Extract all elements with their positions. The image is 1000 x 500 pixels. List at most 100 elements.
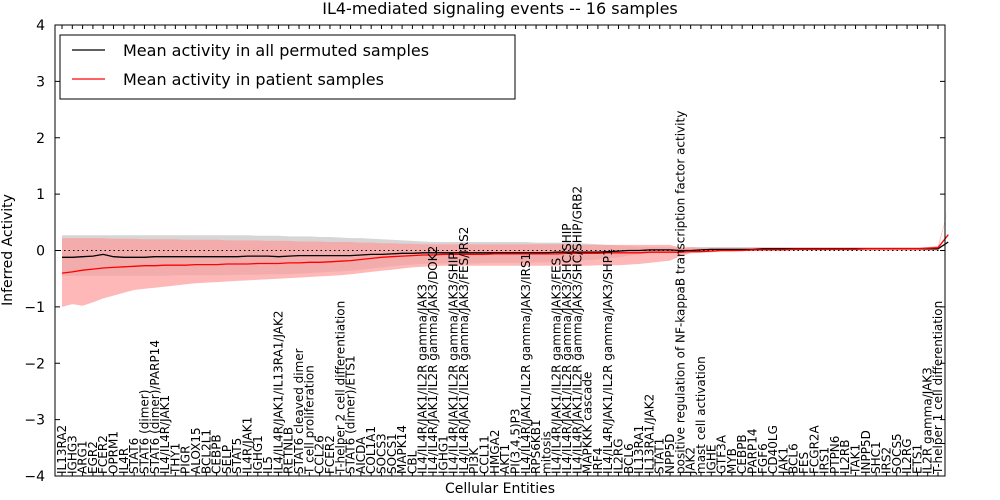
x-tick-label: mast cell activation	[694, 356, 708, 474]
y-axis-ticks: −4 −3 −2 −1 0 1 2 3 4	[24, 18, 945, 485]
x-tick-label: PARP14	[746, 428, 760, 474]
x-tick-label: BCL6	[787, 443, 801, 474]
x-tick-label: OPRM1	[107, 431, 121, 474]
series-line-1	[61, 234, 949, 274]
x-tick-label: PI3K	[467, 447, 481, 474]
x-tick-label: RPS6KB1	[529, 419, 543, 474]
x-tick-label: HMGA2	[488, 429, 502, 474]
x-tick-label: IL4/IL4R/JAK1/IL2R gamma/JAK3/SHC/SHIP/G…	[570, 186, 584, 474]
y-tick-label: 0	[36, 244, 45, 260]
x-tick-label: mitosis	[539, 431, 553, 474]
x-tick-label: STAT6 (dimer)/PARP14	[148, 340, 162, 474]
confidence-bands	[62, 208, 949, 307]
x-tick-label: IRS2	[880, 447, 894, 474]
x-tick-label: T-helper 1 cell differentiation	[931, 301, 945, 475]
x-tick-label: IL2RG	[612, 439, 626, 475]
x-tick-label: IL4/IL4R/JAK1/IL2R gamma/JAK3/FES/IRS2	[457, 227, 471, 474]
y-tick-label: 3	[36, 74, 45, 90]
x-tick-label: IGHG1	[251, 435, 265, 474]
x-tick-label: CCL26	[313, 435, 327, 474]
y-tick-label: −3	[24, 413, 45, 429]
x-tick-label: IGHG1	[436, 435, 450, 474]
x-tick-label: NPP5D	[663, 434, 677, 474]
x-tick-label: IL13RA2	[55, 425, 69, 474]
x-tick-label: STAT6	[127, 438, 141, 474]
x-tick-label: TAK1	[849, 444, 863, 475]
band-series-1	[62, 208, 949, 307]
x-tick-label: FES	[797, 452, 811, 474]
x-tick-label: FCGR2A	[807, 424, 821, 474]
x-tick-label: SHC1	[869, 441, 883, 474]
x-tick-label: MYB	[725, 448, 739, 474]
x-tick-label: CEBPB	[210, 434, 224, 474]
x-tick-label: IL2R gamma/JAK3	[921, 367, 935, 474]
x-tick-label: IL4/IL4R/JAK1/IL2R gamma/JAK3/SHIP	[447, 253, 461, 474]
x-tick-label: COL1A1	[364, 426, 378, 474]
x-tick-label: positive regulation of NF-kappaB transcr…	[673, 111, 687, 474]
x-tick-label: CD40LG	[766, 425, 780, 474]
x-tick-label: STAT6 (dimer)	[137, 390, 151, 474]
x-tick-label: T-helper 2 cell differentiation	[333, 301, 347, 475]
x-tick-label: IL4/IL4R/JAK1/IL2R gamma/JAK3/SHC/SHIP	[560, 223, 574, 474]
x-tick-label: IL4/IL4R/JAK1/IL2R gamma/JAK3/SHP1	[601, 248, 615, 474]
x-tick-label: IL5	[261, 456, 275, 474]
x-tick-label: STAT1	[653, 438, 667, 474]
x-tick-label: IGHG3	[65, 435, 79, 474]
x-tick-label: BCL2L1	[199, 429, 213, 474]
x-tick-label: CCL11	[478, 435, 492, 474]
chart-title: IL4-mediated signaling events -- 16 samp…	[322, 0, 678, 18]
x-axis-tick-labels: IL13RA2IGHG3ARG1EGR2FCER2OPRM1IL4RSTAT6S…	[55, 111, 945, 475]
x-tick-label: IL4/IL4R/JAK1/IL13RA1/JAK2	[271, 311, 285, 475]
x-tick-label: IL2RB	[838, 440, 852, 474]
x-tick-label: IL2RG	[900, 439, 914, 475]
x-tick-label: CEBPB	[735, 434, 749, 474]
x-tick-label: FCER2	[323, 435, 337, 474]
x-tick-label: INPP5D	[859, 430, 873, 474]
x-tick-label: AKT1	[498, 444, 512, 474]
x-tick-label: FGF6	[756, 443, 770, 474]
x-tick-label: IL4/IL4R/JAK1/IL2R gamma/JAK3/FES	[550, 258, 564, 474]
x-tick-label: IL13RA1	[632, 425, 646, 474]
x-tick-label: SOCS1	[385, 433, 399, 474]
x-tick-label: IL4R/JAK1	[241, 417, 255, 474]
x-tick-label: IL4/IL4R/JAK1	[158, 395, 172, 474]
y-tick-label: −2	[24, 356, 45, 372]
x-tick-label: SOCS5	[890, 433, 904, 474]
x-tick-label: IGHE	[704, 445, 718, 474]
legend-label-patient: Mean activity in patient samples	[123, 70, 384, 89]
y-tick-label: 4	[36, 18, 45, 34]
x-tick-label: RETNLB	[282, 427, 296, 474]
x-tick-label: T cell proliferation	[302, 365, 316, 475]
x-tick-label: PIGR	[179, 446, 193, 474]
x-tick-label: IL4/IL4R/JAK1/IL2R gamma/JAK3/DOK2	[426, 246, 440, 474]
series-lines	[61, 234, 949, 274]
x-tick-label: MAPK14	[395, 425, 409, 474]
x-tick-label: ARG1	[76, 441, 90, 474]
x-tick-label: PI(3,4,5)P3	[509, 408, 523, 474]
legend-label-permuted: Mean activity in all permuted samples	[123, 41, 429, 60]
x-tick-label: THY1	[168, 443, 182, 475]
y-tick-label: 2	[36, 131, 45, 147]
x-tick-label: JAK1	[776, 447, 790, 475]
x-axis-ticks	[61, 25, 939, 476]
x-tick-label: IL4/IL4R/JAK1/IL2R gamma/JAK3	[416, 284, 430, 474]
x-tick-label: IRS1	[818, 447, 832, 474]
x-tick-label: MAPKKK cascade	[581, 372, 595, 474]
x-tick-label: PTPN6	[828, 436, 842, 474]
x-tick-label: SOCS3	[375, 433, 389, 474]
x-tick-label: SELP	[220, 445, 234, 474]
x-tick-label: ALOX15	[189, 427, 203, 474]
x-tick-label: STAT6 (dimer)/ETS1	[344, 355, 358, 474]
x-tick-label: STAT5	[230, 438, 244, 474]
x-tick-label: JAK2	[684, 447, 698, 475]
y-tick-label: −4	[24, 469, 45, 485]
x-tick-label: STAT6 cleaved dimer	[292, 348, 306, 474]
y-tick-label: −1	[24, 300, 45, 316]
x-tick-label: BCL6	[622, 443, 636, 474]
x-tick-label: IRF4	[591, 448, 605, 474]
legend-box	[59, 34, 516, 100]
x-tick-label: IL4R	[117, 448, 131, 474]
x-tick-label: GTF3A	[715, 434, 729, 474]
y-axis-label: Inferred Activity	[0, 194, 16, 306]
x-tick-label: FCER2	[96, 435, 110, 474]
